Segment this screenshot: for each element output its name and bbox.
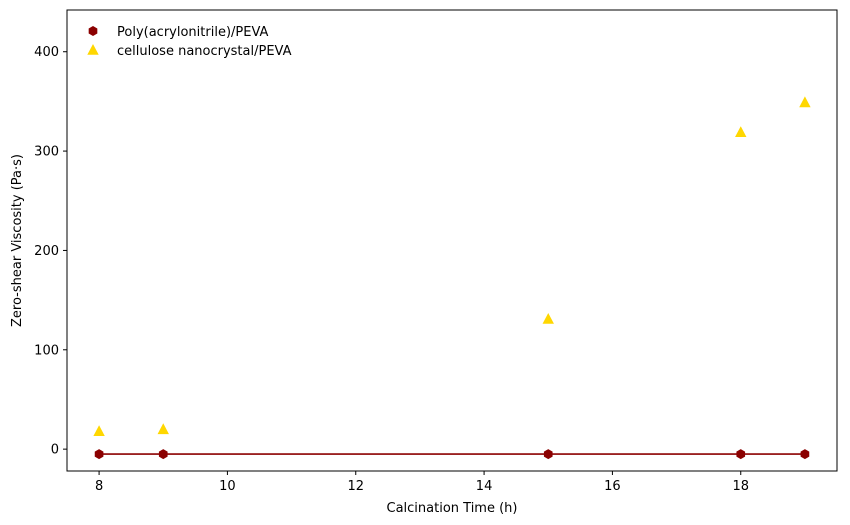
- y-tick-label: 300: [34, 145, 59, 160]
- series-cellulose-nanocrystal-peva: [93, 96, 811, 437]
- legend-marker-shape: [88, 26, 98, 36]
- y-tick-label: 0: [51, 443, 59, 458]
- legend-marker-shape: [87, 44, 99, 55]
- y-axis-label: Zero-shear Viscosity (Pa·s): [10, 154, 25, 327]
- y-tick-label: 100: [34, 343, 59, 358]
- x-tick-label: 14: [476, 479, 493, 494]
- data-point: [799, 96, 811, 108]
- series-poly-acrylonitrile-peva: [94, 449, 810, 460]
- y-tick-label: 200: [34, 244, 59, 259]
- data-point: [94, 449, 104, 460]
- legend-marker-poly-acrylonitrile: [88, 26, 98, 36]
- data-point: [735, 126, 747, 137]
- data-point: [157, 423, 169, 435]
- x-tick-label: 16: [604, 479, 621, 494]
- axes: 8 10 12 14 16 18 0 100 200 300 400: [34, 9, 838, 494]
- x-tick-label: 12: [347, 479, 364, 494]
- data-point: [800, 449, 810, 460]
- legend-label-poly-acrylonitrile: Poly(acrylonitrile)/PEVA: [117, 25, 269, 40]
- data-point: [93, 425, 105, 437]
- plot-area: [93, 96, 811, 460]
- x-tick-label: 18: [732, 479, 749, 494]
- plot-frame: [66, 9, 838, 472]
- x-tick-label: 8: [95, 479, 103, 494]
- legend-label-cellulose-nanocrystal: cellulose nanocrystal/PEVA: [117, 44, 292, 59]
- x-axis-label: Calcination Time (h): [387, 501, 518, 516]
- x-tick-label: 10: [219, 479, 236, 494]
- data-point: [158, 449, 168, 460]
- legend: Poly(acrylonitrile)/PEVA cellulose nanoc…: [87, 25, 292, 59]
- y-tick-label: 400: [34, 45, 59, 60]
- legend-marker-cellulose-nanocrystal: [87, 44, 99, 55]
- data-point: [543, 449, 553, 460]
- data-point: [542, 312, 554, 324]
- data-point: [736, 449, 746, 460]
